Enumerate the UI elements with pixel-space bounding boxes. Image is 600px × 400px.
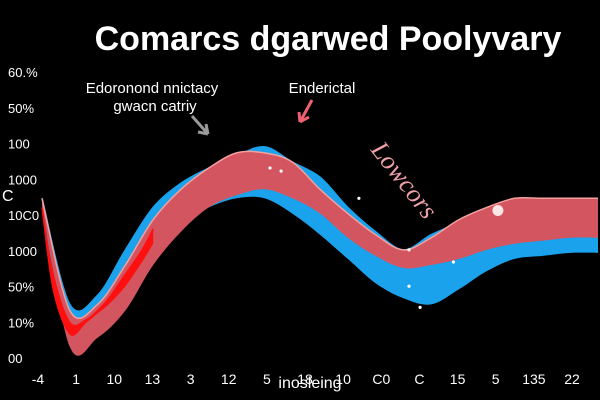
annotation-right: Enderictal [289,80,356,97]
callout-label: Lowcors [365,135,444,224]
annotation-left-line-2: gwacn catriy [113,98,197,115]
annotation-left-line-1: Edoronond nnictacy [86,80,219,97]
y-tick-label-8: 50% [8,101,34,116]
y-tick-label-4: 1000 [8,244,37,259]
x-axis-label: inosleing [278,375,341,392]
x-axis-ticks: -4 1 10 13 3 12 5 18 10 C0 C 15 5 135 22 [32,371,580,387]
data-marker-1 [268,166,272,170]
x-tick-label-8: 18 [297,371,313,387]
chart-title: Comarcs dgarwed Poolyvary [95,20,562,58]
y-tick-label-6: 1000 [8,172,37,187]
area-series-2-upper-edge [41,150,599,320]
x-tick-label-6: 12 [221,371,237,387]
data-marker-2 [279,169,283,173]
y-side-label: C [2,188,14,205]
x-tick-label-2: 1 [72,371,80,387]
area-series-3 [42,207,154,336]
x-tick-label-12: 15 [450,371,466,387]
data-marker-8 [492,205,504,216]
y-tick-label-9: 60.% [8,65,38,80]
area-series-3-upper-edge [41,207,154,327]
y-axis-ticks: 00 10% 50% 1000 10C0 1000 100 50% 60.% [8,65,39,366]
data-marker-5 [407,284,411,288]
x-tick-label-9: 10 [335,371,351,387]
y-tick-label-2: 10% [8,315,34,330]
annotation-right-arrow [297,99,314,124]
x-tick-label-15: 22 [564,371,580,387]
x-tick-label-1: -4 [32,371,45,387]
data-marker-6 [451,260,455,264]
y-tick-label-7: 100 [8,137,30,152]
annotation-left: Edoronond nnictacy gwacn catriy [86,80,219,115]
x-tick-label-4: 13 [145,371,161,387]
x-tick-label-14: 135 [522,371,546,387]
y-tick-label-1: 00 [8,351,22,366]
area-series-2 [42,151,598,356]
x-tick-label-11: C [414,371,424,387]
x-tick-label-3: 10 [107,371,123,387]
marker-group [268,166,504,309]
x-tick-label-7: 5 [263,371,271,387]
x-tick-label-5: 3 [187,371,195,387]
annotation-left-arrow [190,115,210,136]
area-series-group [41,146,599,356]
y-tick-label-5: 10C0 [8,208,39,223]
y-tick-label-3: 50% [8,280,34,295]
x-tick-label-13: 5 [492,371,500,387]
data-marker-4 [407,248,411,252]
x-tick-label-10: C0 [372,371,390,387]
data-marker-7 [418,305,422,309]
data-marker-3 [357,196,361,200]
